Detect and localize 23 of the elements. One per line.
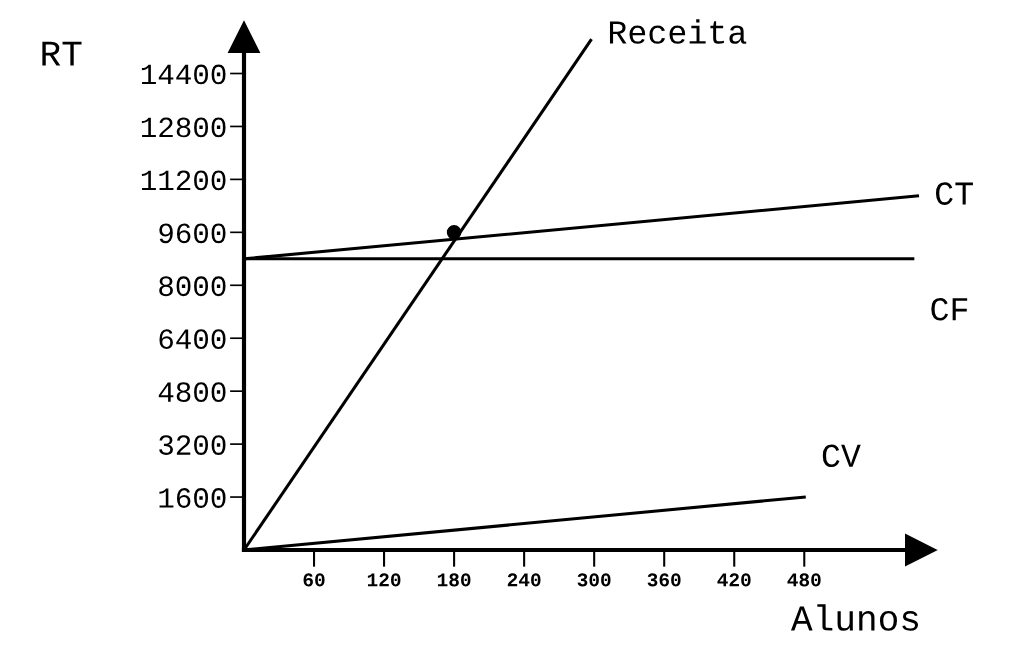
series-label: Receita bbox=[609, 19, 747, 44]
y-tick-label: 3200 bbox=[159, 435, 226, 455]
series-label: CT bbox=[936, 182, 973, 205]
x-tick-label: 360 bbox=[647, 573, 681, 587]
y-tick-label: 8000 bbox=[159, 276, 226, 297]
x-tick-label: 60 bbox=[303, 573, 325, 587]
x-tick-label: 120 bbox=[367, 573, 401, 587]
y-tick-label: 4800 bbox=[158, 382, 226, 403]
x-axis-title: Alunos bbox=[790, 604, 919, 631]
x-tick-label: 300 bbox=[577, 573, 611, 587]
y-tick-label: 11200 bbox=[141, 170, 226, 191]
x-tick-label: 420 bbox=[717, 573, 751, 587]
y-tick-label: 14400 bbox=[141, 64, 226, 85]
x-tick-label: 240 bbox=[507, 573, 541, 587]
x-tick-label: 480 bbox=[787, 573, 821, 587]
series-label: CF bbox=[931, 297, 968, 321]
series-label: CV bbox=[822, 444, 861, 468]
y-tick-label: 1600 bbox=[159, 488, 226, 508]
y-tick-label: 6400 bbox=[159, 329, 226, 350]
x-tick-label: 180 bbox=[437, 573, 471, 587]
y-tick-label: 9600 bbox=[159, 223, 226, 244]
y-axis-title: RT bbox=[42, 41, 82, 66]
y-tick-label: 12800 bbox=[141, 117, 226, 138]
